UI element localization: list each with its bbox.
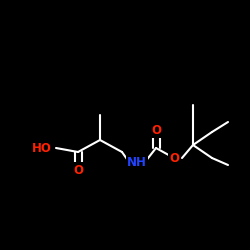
Text: HO: HO <box>32 142 52 154</box>
Text: O: O <box>151 124 161 136</box>
Text: O: O <box>169 152 179 164</box>
Text: NH: NH <box>127 156 147 168</box>
Text: O: O <box>73 164 83 176</box>
